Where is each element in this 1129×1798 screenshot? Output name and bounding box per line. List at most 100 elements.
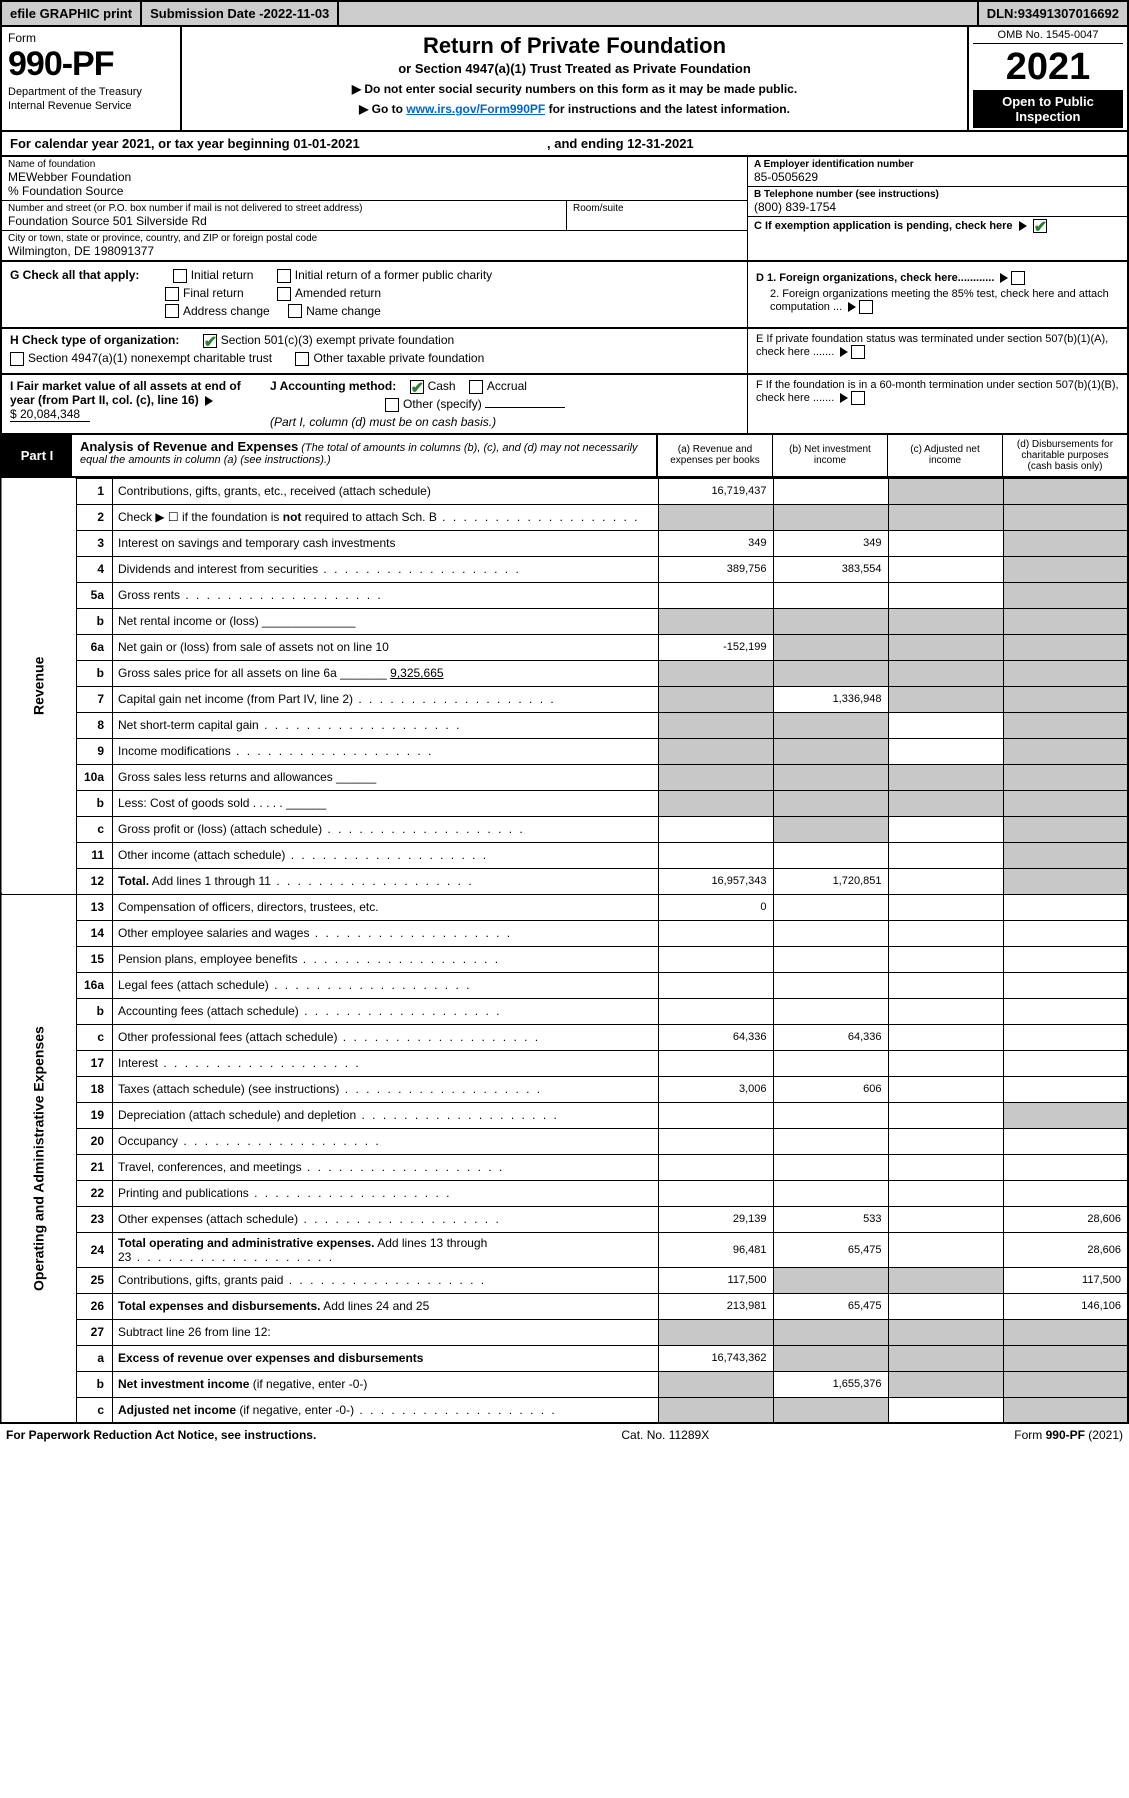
amount-cell: [658, 816, 773, 842]
chk-cash[interactable]: [410, 380, 424, 394]
line-number: 25: [77, 1267, 113, 1293]
form-title: Return of Private Foundation: [192, 33, 957, 59]
chk-d1[interactable]: [1011, 271, 1025, 285]
line-number: 16a: [77, 972, 113, 998]
amount-cell: [888, 1371, 1003, 1397]
line-number: 6a: [77, 634, 113, 660]
chk-f[interactable]: [851, 391, 865, 405]
page-footer: For Paperwork Reduction Act Notice, see …: [0, 1424, 1129, 1446]
table-row: Revenue1Contributions, gifts, grants, et…: [1, 478, 1128, 504]
table-row: 24Total operating and administrative exp…: [1, 1232, 1128, 1267]
table-row: cGross profit or (loss) (attach schedule…: [1, 816, 1128, 842]
efile-label: efile GRAPHIC print: [2, 2, 140, 25]
amount-cell: 3,006: [658, 1076, 773, 1102]
chk-other-taxable[interactable]: [295, 352, 309, 366]
table-row: aExcess of revenue over expenses and dis…: [1, 1345, 1128, 1371]
form-header: Form 990-PF Department of the Treasury I…: [0, 27, 1129, 132]
amount-cell: [888, 504, 1003, 530]
amount-cell: [1003, 1128, 1128, 1154]
line-description: Income modifications: [113, 738, 659, 764]
chk-initial-return[interactable]: [173, 269, 187, 283]
table-row: 9Income modifications: [1, 738, 1128, 764]
table-row: 21Travel, conferences, and meetings: [1, 1154, 1128, 1180]
table-row: 7Capital gain net income (from Part IV, …: [1, 686, 1128, 712]
amount-cell: [1003, 920, 1128, 946]
table-row: 25Contributions, gifts, grants paid117,5…: [1, 1267, 1128, 1293]
amount-cell: [773, 920, 888, 946]
line-number: 26: [77, 1293, 113, 1319]
amount-cell: [773, 1267, 888, 1293]
dept-treasury: Department of the Treasury: [8, 86, 174, 98]
amount-cell: [1003, 556, 1128, 582]
amount-cell: [888, 608, 1003, 634]
amount-cell: [1003, 1397, 1128, 1423]
checkbox-c[interactable]: [1033, 219, 1047, 233]
irs-link[interactable]: www.irs.gov/Form990PF: [406, 102, 545, 116]
amount-cell: [773, 790, 888, 816]
line-number: c: [77, 1024, 113, 1050]
col-b-hdr: (b) Net investment income: [772, 435, 887, 476]
amount-cell: [888, 1024, 1003, 1050]
amount-cell: [1003, 764, 1128, 790]
amount-cell: [773, 1345, 888, 1371]
chk-4947[interactable]: [10, 352, 24, 366]
chk-501c3[interactable]: [203, 334, 217, 348]
line-number: 18: [77, 1076, 113, 1102]
chk-amended[interactable]: [277, 287, 291, 301]
line-description: Subtract line 26 from line 12:: [113, 1319, 659, 1345]
chk-final-return[interactable]: [165, 287, 179, 301]
chk-d2[interactable]: [859, 300, 873, 314]
chk-address-change[interactable]: [165, 304, 179, 318]
amount-cell: [658, 920, 773, 946]
line-number: 22: [77, 1180, 113, 1206]
amount-cell: [888, 738, 1003, 764]
amount-cell: [658, 1050, 773, 1076]
line-description: Pension plans, employee benefits: [113, 946, 659, 972]
line-description: Less: Cost of goods sold . . . . . _____…: [113, 790, 659, 816]
amount-cell: [888, 1267, 1003, 1293]
table-row: 19Depreciation (attach schedule) and dep…: [1, 1102, 1128, 1128]
chk-name-change[interactable]: [288, 304, 302, 318]
line-description: Gross profit or (loss) (attach schedule): [113, 816, 659, 842]
line-number: 7: [77, 686, 113, 712]
line-number: 4: [77, 556, 113, 582]
amount-cell: [773, 894, 888, 920]
line-description: Other employee salaries and wages: [113, 920, 659, 946]
amount-cell: [888, 1232, 1003, 1267]
line-description: Net gain or (loss) from sale of assets n…: [113, 634, 659, 660]
line-number: 15: [77, 946, 113, 972]
header-center: Return of Private Foundation or Section …: [182, 27, 967, 130]
chk-e[interactable]: [851, 345, 865, 359]
chk-initial-former[interactable]: [277, 269, 291, 283]
amount-cell: [1003, 1076, 1128, 1102]
amount-cell: 29,139: [658, 1206, 773, 1232]
amount-cell: [658, 842, 773, 868]
amount-cell: 349: [658, 530, 773, 556]
section-g-d: G Check all that apply: Initial return I…: [0, 262, 1129, 329]
arrow-icon: [848, 302, 856, 312]
line-number: 24: [77, 1232, 113, 1267]
amount-cell: [888, 556, 1003, 582]
line-description: Contributions, gifts, grants paid: [113, 1267, 659, 1293]
line-number: a: [77, 1345, 113, 1371]
line-number: 19: [77, 1102, 113, 1128]
amount-cell: 16,743,362: [658, 1345, 773, 1371]
table-row: 16aLegal fees (attach schedule): [1, 972, 1128, 998]
arrow-icon: [1019, 221, 1027, 231]
chk-accrual[interactable]: [469, 380, 483, 394]
line-description: Printing and publications: [113, 1180, 659, 1206]
line-number: 14: [77, 920, 113, 946]
table-row: 12Total. Add lines 1 through 1116,957,34…: [1, 868, 1128, 894]
amount-cell: 96,481: [658, 1232, 773, 1267]
line-description: Adjusted net income (if negative, enter …: [113, 1397, 659, 1423]
amount-cell: [1003, 946, 1128, 972]
chk-other-method[interactable]: [385, 398, 399, 412]
paperwork-notice: For Paperwork Reduction Act Notice, see …: [6, 1428, 316, 1442]
amount-cell: 389,756: [658, 556, 773, 582]
amount-cell: [658, 504, 773, 530]
amount-cell: [658, 1128, 773, 1154]
amount-cell: 349: [773, 530, 888, 556]
line-description: Legal fees (attach schedule): [113, 972, 659, 998]
ein-row: A Employer identification number 85-0505…: [748, 157, 1127, 187]
amount-cell: [888, 660, 1003, 686]
